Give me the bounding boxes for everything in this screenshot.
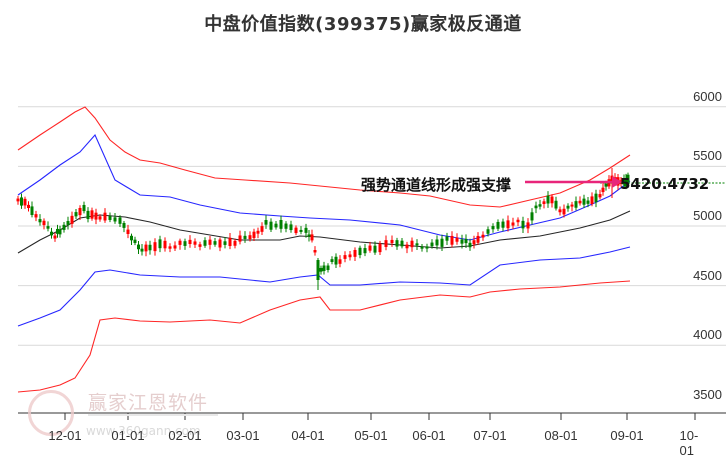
current-price-label: 5420.4732 (620, 175, 710, 193)
x-tick-label: 09-01 (610, 428, 644, 443)
x-tick-label: 01-01 (111, 428, 145, 443)
outer-upper-band-line (17, 106, 631, 208)
x-tick-label: 04-01 (291, 428, 325, 443)
watermark-brand: 赢家江恩软件 (88, 392, 209, 414)
x-tick-label: 08-01 (544, 428, 578, 443)
support-arrow (525, 176, 622, 188)
channel-bands (17, 106, 631, 393)
x-tick-label: 05-01 (354, 428, 388, 443)
support-annotation: 强势通道线形成强支撑 (361, 176, 512, 194)
x-tick-label: 12-01 (48, 428, 82, 443)
inner-upper-band-line (17, 133, 631, 241)
x-tick-label: 07-01 (473, 428, 507, 443)
gridlines (18, 106, 726, 346)
y-tick-label: 4000 (693, 327, 722, 343)
watermark-url: www.360gann.com (86, 424, 201, 438)
y-tick-label: 5000 (693, 208, 722, 223)
y-tick-label: 6000 (693, 88, 722, 104)
outer-lower-band-line (17, 280, 631, 393)
watermark-logo (28, 390, 74, 436)
x-tick-label: 03-01 (226, 428, 260, 443)
watermark-divider (88, 414, 218, 416)
y-tick-label: 4500 (693, 267, 722, 283)
y-tick-label: 5500 (693, 148, 722, 164)
candlesticks (16, 168, 630, 290)
chart-title: 中盘价值指数(399375)赢家极反通道 (204, 14, 522, 35)
x-tick-label: 02-01 (168, 428, 202, 443)
x-tick-label: 06-01 (412, 428, 446, 443)
inner-lower-band-line (17, 246, 631, 327)
x-tick-label: 10-01 (679, 428, 699, 458)
y-tick-label: 3500 (693, 386, 722, 402)
mid-line-line (17, 210, 631, 254)
